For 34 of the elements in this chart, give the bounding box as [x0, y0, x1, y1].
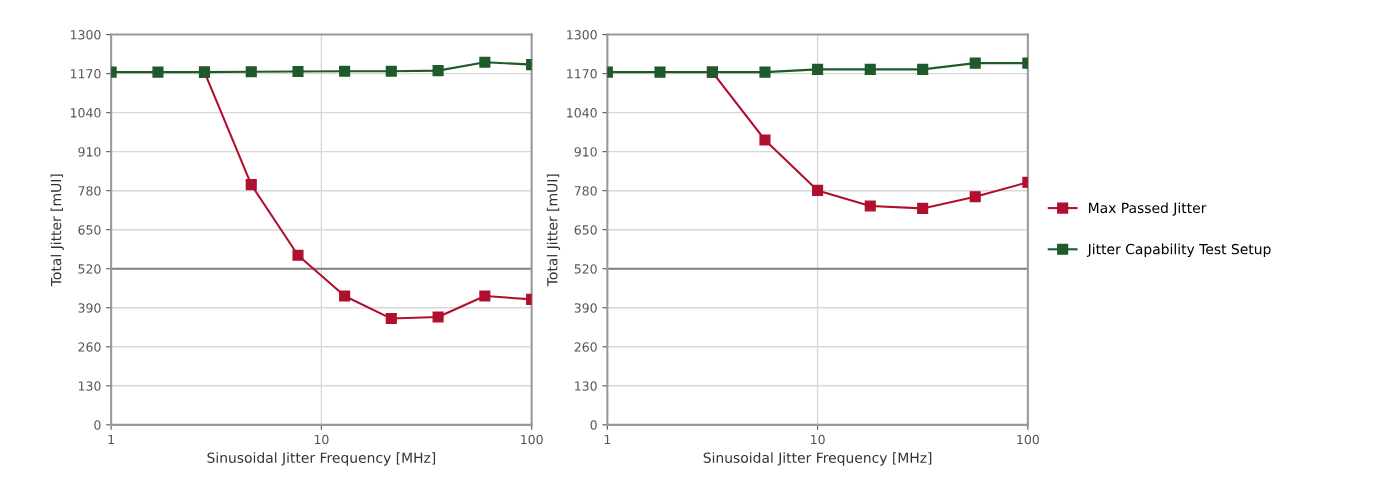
y-tick-label: 1170 [567, 69, 597, 79]
y-tick-label: 0 [94, 420, 101, 430]
y-tick-label: 1040 [567, 108, 597, 118]
y-tick-label: 1300 [567, 30, 597, 40]
x-tick-label: 10 [314, 434, 329, 445]
legend-label: Max Passed Jitter [1089, 202, 1207, 216]
y-tick-label: 130 [575, 381, 597, 391]
y-tick-label: 780 [78, 186, 101, 196]
y-tick-label: 910 [78, 147, 101, 157]
y-tick-label: 780 [574, 186, 597, 196]
y-tick-label: 130 [78, 381, 101, 391]
y-tick-label: 1300 [70, 30, 101, 40]
x-tick-label: 1 [604, 434, 611, 445]
y-tick-label: 1170 [70, 69, 101, 79]
y-tick-label: 0 [590, 420, 597, 430]
x-tick-label: 100 [1017, 434, 1039, 445]
y-tick-label: 910 [574, 147, 597, 157]
x-axis-title: Sinusoidal Jitter Frequency [MHz] [703, 452, 932, 466]
y-tick-label: 260 [78, 342, 101, 352]
y-tick-label: 390 [574, 303, 597, 313]
y-axis-title: Total Jitter [mUI] [546, 174, 561, 287]
y-tick-label: 1040 [70, 108, 101, 118]
x-tick-label: 1 [108, 434, 114, 445]
x-tick-label: 10 [811, 434, 825, 445]
y-tick-label: 520 [574, 264, 597, 274]
y-tick-label: 260 [574, 342, 597, 352]
x-tick-label: 100 [521, 434, 543, 445]
y-tick-label: 650 [574, 225, 597, 235]
legend-label: Jitter Capability Test Setup [1086, 243, 1271, 258]
y-axis-title: Total Jitter [mUI] [50, 174, 64, 287]
y-tick-label: 650 [78, 225, 101, 235]
y-tick-label: 390 [78, 303, 101, 313]
x-axis-title: Sinusoidal Jitter Frequency [MHz] [207, 452, 436, 466]
y-tick-label: 520 [78, 264, 101, 274]
